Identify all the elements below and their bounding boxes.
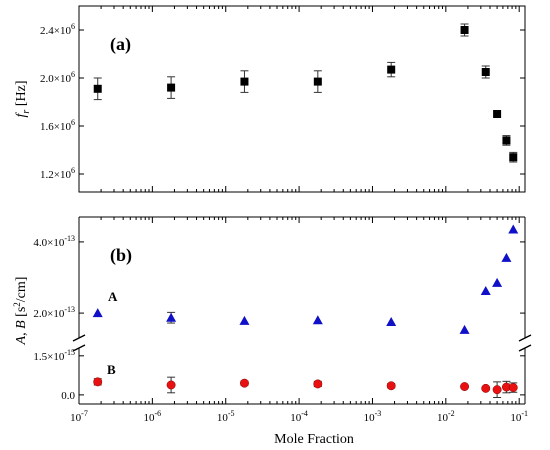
- data-point-b: [313, 379, 323, 389]
- panel-a-ytick-label-base: 2.4×10: [40, 25, 71, 37]
- data-point-b: [508, 383, 518, 393]
- x-tick-label-exp: -3: [375, 409, 382, 418]
- panel-a-ytick-label-exp: 6: [71, 22, 75, 31]
- x-tick-label: 10-2: [437, 409, 455, 424]
- data-point-fr: [493, 110, 502, 118]
- x-tick-label-base: 10: [510, 412, 522, 424]
- panel-b-ytick-label: 4.0×10-13: [33, 234, 75, 249]
- data-point-fr: [460, 26, 469, 34]
- axis-break-mark: [518, 334, 532, 342]
- data-point-a: [166, 312, 177, 322]
- data-point-a: [492, 277, 503, 287]
- x-tick-label: 10-4: [290, 409, 308, 424]
- data-point-fr: [387, 65, 396, 74]
- panel-b-label: (b): [110, 245, 132, 266]
- panel-a-ytick-label-exp: 6: [71, 118, 75, 127]
- x-tick-label-exp: -7: [81, 409, 88, 418]
- panel-a-y-title-unit: [Hz]: [14, 81, 29, 110]
- panel-b-ytick-label-base: 4.0×10: [33, 237, 64, 249]
- panel-a-ytick-label-base: 1.6×10: [40, 121, 71, 133]
- panel-b-ytick-label-base: 2.0×10: [33, 308, 64, 320]
- x-tick-label-base: 10: [217, 412, 229, 424]
- panel-a-ytick-label: 1.2×106: [40, 166, 75, 181]
- panel-a-ytick-label-base: 1.2×10: [40, 169, 71, 181]
- x-tick-label-base: 10: [70, 412, 82, 424]
- panel-a-ytick-label-exp: 6: [71, 166, 75, 175]
- panel-b-y-title-unit-pre: [s: [14, 307, 29, 317]
- panel-b-ytick-label-base: 0.0: [61, 390, 75, 402]
- panel-b: 2.0×10-134.0×10-130.01.5×10-15A, B [s2/c…: [12, 216, 532, 405]
- data-point-b: [240, 378, 249, 388]
- panel-a-ytick-label-base: 2.0×10: [40, 73, 71, 85]
- x-axis: 10-7 10-6 10-5 10-4 10-3 10-2 10-1: [70, 6, 528, 424]
- data-point-a: [459, 324, 470, 334]
- panel-b-ytick-label-base: 1.5×10: [33, 351, 64, 363]
- panel-a-ytick-label: 2.0×106: [40, 70, 75, 85]
- data-point-b: [460, 382, 470, 391]
- x-tick-label-base: 10: [144, 412, 156, 424]
- panel-a-y-title-main: f: [14, 111, 29, 117]
- data-point-fr: [313, 77, 322, 86]
- data-point-a: [312, 315, 323, 325]
- axis-break-mark: [518, 344, 532, 352]
- x-tick-label: 10-3: [364, 409, 382, 424]
- data-point-b: [93, 377, 103, 387]
- panel-b-y-title: A, B [s2/cm]: [12, 277, 29, 346]
- x-tick-label: 10-1: [510, 409, 528, 424]
- data-point-b: [166, 380, 176, 390]
- data-point-a: [92, 308, 103, 318]
- data-point-a: [239, 315, 250, 325]
- x-tick-label-exp: -5: [228, 409, 235, 418]
- data-point-a: [508, 224, 519, 234]
- panel-b-ytick-label-exp: -13: [64, 305, 75, 314]
- x-tick-label-exp: -4: [301, 409, 308, 418]
- data-point-b: [386, 381, 396, 391]
- data-point-a: [480, 286, 491, 296]
- x-tick-label: 10-7: [70, 409, 88, 424]
- x-tick-label-base: 10: [364, 412, 376, 424]
- x-tick-label: 10-5: [217, 409, 235, 424]
- panel-b-y-title-main: A, B: [14, 317, 29, 346]
- data-point-fr: [240, 77, 249, 86]
- panel-a-y-title-sub: r: [21, 110, 32, 114]
- x-tick-label-base: 10: [437, 412, 449, 424]
- x-tick-label-exp: -1: [521, 409, 528, 418]
- data-point-fr: [509, 153, 518, 162]
- x-axis-title: Mole Fraction: [274, 432, 354, 447]
- panel-b-ytick-label: 0.0: [61, 390, 75, 402]
- x-tick-label-exp: -6: [155, 409, 162, 418]
- axis-break-mark: [72, 344, 86, 352]
- axis-break-mark: [72, 334, 86, 342]
- data-point-fr: [481, 68, 490, 76]
- x-tick-label-base: 10: [290, 412, 302, 424]
- panel-b-y-title-unit-sup: 2: [12, 302, 22, 307]
- series-a-tag: A: [108, 289, 118, 304]
- data-point-fr: [167, 83, 176, 92]
- series-b-tag: B: [107, 362, 116, 377]
- data-point-fr: [502, 136, 511, 145]
- data-point-b: [481, 383, 491, 393]
- data-point-a: [501, 252, 512, 262]
- panel-b-ytick-label: 1.5×10-15: [33, 348, 75, 363]
- x-tick-label: 10-6: [144, 409, 162, 424]
- panel-b-ytick-label-exp: -15: [64, 348, 75, 357]
- data-point-a: [386, 316, 397, 326]
- panel-a-y-title: fr [Hz]: [14, 81, 32, 118]
- panel-b-ytick-label-exp: -13: [64, 234, 75, 243]
- panel-a-ytick-label: 1.6×106: [40, 118, 75, 133]
- data-point-b: [492, 385, 502, 395]
- x-tick-label-exp: -2: [448, 409, 455, 418]
- panel-a-frame: [78, 5, 526, 193]
- data-point-fr: [93, 84, 102, 93]
- panel-a-label: (a): [110, 34, 131, 55]
- panel-b-y-title-unit-post: /cm]: [14, 277, 29, 303]
- panel-a-ytick-label: 2.4×106: [40, 22, 75, 37]
- panel-b-ytick-label: 2.0×10-13: [33, 305, 75, 320]
- panel-a-ytick-label-exp: 6: [71, 70, 75, 79]
